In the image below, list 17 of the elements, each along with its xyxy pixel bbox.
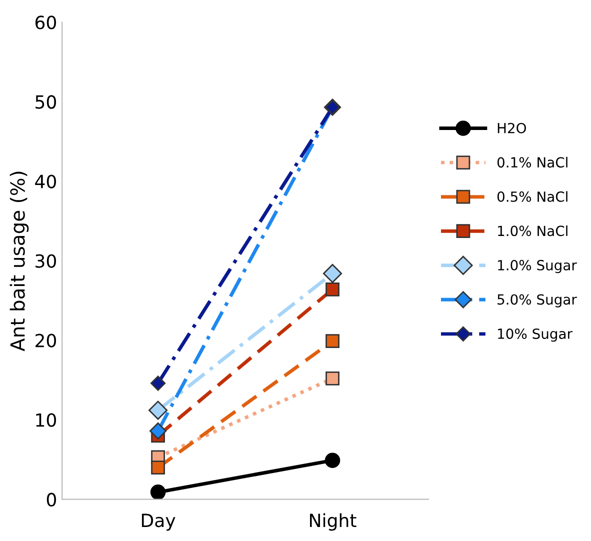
legend-label: 1.0% Sugar xyxy=(498,260,577,274)
legend-label: H2O xyxy=(498,122,526,134)
legend-label: 0.5% NaCl xyxy=(497,191,568,202)
y-tick-label: 60 xyxy=(35,16,56,30)
y-tick-label: 10 xyxy=(36,413,56,427)
y-tick-label: 50 xyxy=(36,95,56,109)
y-axis-title: Ant bait usage (%) xyxy=(10,172,29,352)
legend-label: 10% Sugar xyxy=(498,328,572,342)
y-tick-label: 20 xyxy=(36,334,56,348)
y-tick-label: 30 xyxy=(36,254,56,268)
y-tick-label: 0 xyxy=(46,492,56,506)
x-tick-label: Night xyxy=(310,513,356,531)
y-tick-label: 40 xyxy=(35,174,56,188)
x-tick-label: Day xyxy=(142,514,176,531)
legend-label: 1.0% NaCl xyxy=(498,225,568,236)
legend-label: 0.1% NaCl xyxy=(497,156,568,168)
legend-label: 5.0% Sugar xyxy=(498,294,577,308)
